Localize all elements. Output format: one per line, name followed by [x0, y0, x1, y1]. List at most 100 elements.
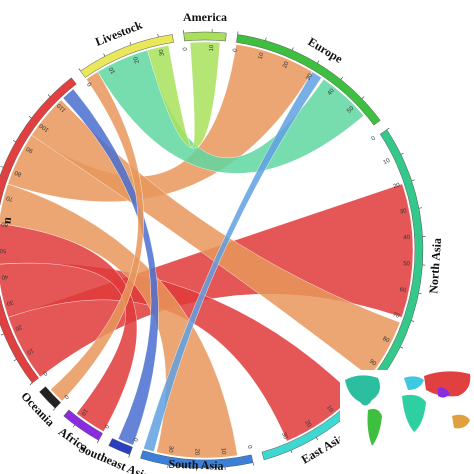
- tick-mark: [157, 34, 159, 38]
- segment-label: n: [0, 216, 14, 225]
- tick-label: 30: [167, 445, 174, 453]
- tick-label: 110: [56, 102, 67, 113]
- tick-mark: [316, 437, 319, 441]
- tick-mark: [418, 207, 422, 209]
- tick-label: 30: [400, 208, 408, 215]
- chord: [50, 71, 144, 402]
- tick-label: 10: [25, 347, 34, 356]
- tick-mark: [78, 68, 81, 72]
- tick-label: 80: [381, 336, 390, 345]
- tick-label: 0: [371, 135, 378, 142]
- tick-label: 10: [79, 407, 88, 416]
- tick-mark: [0, 333, 4, 336]
- map-south-america: [367, 408, 382, 446]
- tick-label: 10: [325, 405, 334, 414]
- map-oceania: [452, 414, 470, 429]
- tick-label: 50: [346, 105, 355, 114]
- map-africa: [402, 394, 426, 432]
- tick-mark: [411, 179, 415, 182]
- tick-label: 40: [327, 87, 336, 96]
- map-europe: [404, 376, 424, 390]
- tick-label: 20: [303, 420, 312, 429]
- tick-label: 90: [25, 145, 34, 154]
- tick-label: 100: [38, 122, 50, 133]
- tick-mark: [400, 346, 404, 349]
- tick-label: 30: [5, 298, 14, 306]
- tick-mark: [0, 165, 4, 168]
- tick-label: 70: [392, 312, 401, 320]
- segment-label: America: [183, 10, 227, 24]
- tick-mark: [96, 440, 99, 444]
- tick-label: 50: [403, 261, 411, 267]
- tick-label: 0: [86, 80, 93, 87]
- tick-mark: [47, 94, 51, 97]
- tick-mark: [290, 450, 293, 454]
- tick-mark: [167, 464, 169, 468]
- tick-label: 30: [305, 72, 314, 81]
- tick-label: 20: [133, 55, 141, 64]
- tick-mark: [386, 127, 390, 130]
- tick-label: 0: [246, 445, 253, 450]
- tick-label: 40: [403, 235, 411, 241]
- map-north-america: [345, 375, 380, 406]
- tick-mark: [52, 408, 56, 411]
- world-map: [340, 370, 474, 450]
- tick-label: 10: [108, 65, 117, 74]
- tick-label: 80: [13, 169, 22, 177]
- tick-mark: [12, 140, 16, 143]
- tick-mark: [265, 37, 267, 41]
- tick-mark: [252, 462, 254, 466]
- tick-mark: [128, 454, 130, 458]
- tick-label: 30: [159, 48, 166, 56]
- segment-arc: [140, 450, 254, 469]
- tick-label: 10: [382, 157, 391, 166]
- segment-arc: [183, 31, 227, 42]
- tick-mark: [400, 152, 404, 155]
- map-asia: [424, 371, 471, 397]
- chord: [143, 71, 322, 452]
- tick-label: 60: [399, 287, 407, 294]
- tick-mark: [103, 53, 106, 57]
- tick-label: 30: [280, 432, 288, 441]
- tick-label: 0: [62, 393, 69, 400]
- tick-mark: [129, 42, 132, 46]
- tick-label: 20: [13, 323, 22, 331]
- map-south-asia: [438, 387, 450, 398]
- tick-mark: [29, 382, 33, 386]
- segment-arc: [80, 34, 174, 78]
- segment-arc: [236, 34, 381, 126]
- segment-arc: [261, 396, 362, 461]
- segment-arc: [39, 386, 62, 409]
- tick-mark: [340, 76, 343, 80]
- tick-mark: [361, 96, 365, 99]
- segment-label: North Asia: [426, 238, 444, 294]
- tick-label: 50: [0, 247, 6, 253]
- tick-label: 90: [368, 359, 377, 368]
- tick-mark: [317, 60, 320, 64]
- tick-label: 70: [5, 194, 14, 202]
- tick-mark: [13, 359, 17, 362]
- tick-mark: [28, 116, 32, 119]
- segment-arc: [0, 77, 77, 384]
- tick-label: 10: [209, 44, 215, 52]
- chords: [0, 41, 414, 459]
- tick-label: 60: [0, 220, 8, 227]
- segment-arc: [108, 438, 133, 455]
- segment-arc: [63, 409, 103, 441]
- tick-label: 0: [131, 437, 138, 443]
- tick-label: 0: [102, 423, 109, 429]
- tick-label: 40: [0, 273, 8, 280]
- tick-label: 20: [193, 448, 199, 456]
- tick-mark: [291, 47, 294, 51]
- tick-label: 0: [183, 46, 189, 51]
- tick-label: 0: [41, 369, 48, 376]
- tick-mark: [72, 424, 76, 428]
- tick-label: 20: [282, 60, 290, 69]
- tick-label: 10: [220, 448, 227, 456]
- tick-mark: [418, 292, 422, 295]
- tick-mark: [411, 320, 415, 322]
- tick-label: 10: [258, 51, 266, 60]
- tick-label: 0: [233, 48, 240, 53]
